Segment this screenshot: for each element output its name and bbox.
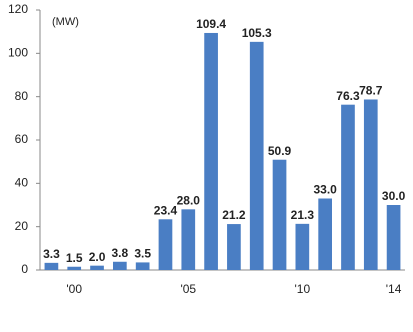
value-label: 21.2	[222, 208, 246, 222]
x-tick-label: '14	[386, 282, 402, 296]
value-label: 3.3	[43, 247, 60, 261]
value-label: 2.0	[89, 250, 106, 264]
value-label: 3.5	[134, 247, 151, 261]
x-tick-label: '10	[295, 282, 311, 296]
bar	[318, 198, 332, 270]
y-tick-label: 80	[15, 89, 29, 103]
x-tick-label: '05	[180, 282, 196, 296]
value-label: 76.3	[336, 89, 360, 103]
x-tick-label: '00	[66, 282, 82, 296]
bar	[90, 265, 104, 270]
y-tick-label: 60	[15, 132, 29, 146]
bar	[363, 99, 378, 270]
bar	[113, 261, 127, 270]
value-label: 50.9	[268, 144, 292, 158]
y-tick-label: 120	[8, 2, 28, 16]
bar	[341, 104, 355, 270]
y-tick-label: 40	[15, 176, 29, 190]
y-tick-label: 100	[8, 46, 28, 60]
bar	[181, 209, 196, 270]
bar	[135, 262, 150, 270]
value-label: 28.0	[177, 194, 201, 208]
value-label: 33.0	[313, 183, 337, 197]
bar	[67, 266, 82, 270]
value-label: 109.4	[196, 17, 226, 31]
bar	[227, 224, 241, 270]
value-label: 21.3	[291, 208, 315, 222]
unit-annotation: (MW)	[52, 16, 79, 28]
y-tick-label: 0	[21, 262, 28, 276]
value-label: 78.7	[359, 84, 383, 98]
bar	[249, 41, 264, 270]
bar	[295, 223, 310, 270]
y-tick-label: 20	[15, 219, 29, 233]
value-label: 3.8	[112, 246, 129, 260]
bar	[272, 159, 287, 270]
bar	[44, 262, 59, 270]
bar	[158, 219, 173, 270]
value-label: 30.0	[382, 189, 406, 203]
bar	[386, 205, 401, 270]
value-label: 23.4	[154, 203, 178, 217]
bar	[204, 32, 218, 270]
value-label: 1.5	[66, 251, 83, 265]
value-label: 105.3	[242, 26, 272, 40]
